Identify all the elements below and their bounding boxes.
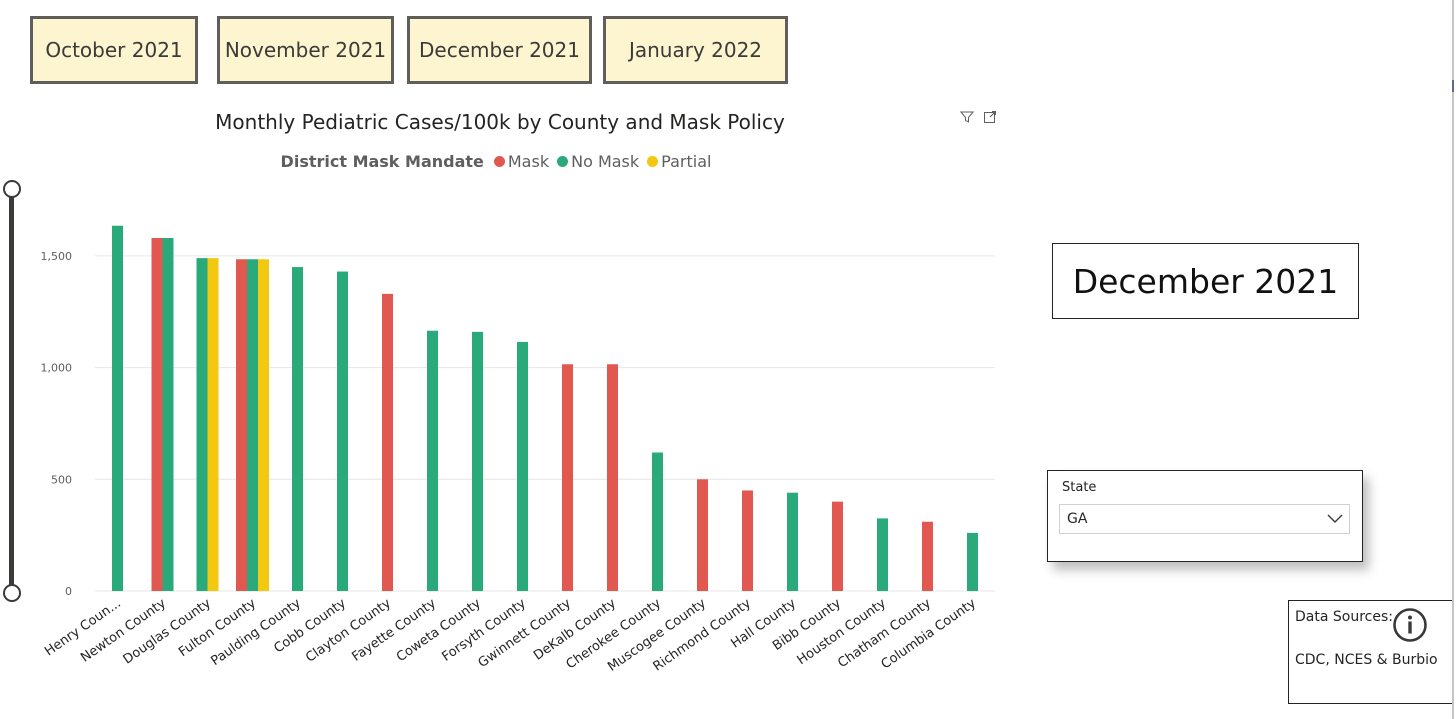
legend-label-mask: Mask xyxy=(507,152,550,171)
tab-january-2022[interactable]: January 2022 xyxy=(603,16,788,84)
selected-month-card: December 2021 xyxy=(1052,243,1359,319)
chart-title: Monthly Pediatric Cases/100k by County a… xyxy=(215,110,785,134)
sources-text: CDC, NCES & Burbio xyxy=(1295,652,1438,668)
y-tick-label: 0 xyxy=(65,585,72,598)
state-slicer: State GA xyxy=(1047,470,1363,562)
legend-dot-mask xyxy=(493,156,505,167)
legend-label-partial: Partial xyxy=(661,152,712,171)
data-sources-box: Data Sources: CDC, NCES & Burbio xyxy=(1288,600,1454,704)
y-tick-label: 1,000 xyxy=(41,362,73,375)
slider-track[interactable] xyxy=(9,190,14,590)
bar-mask[interactable] xyxy=(607,364,618,591)
bar-mask[interactable] xyxy=(697,479,708,591)
bar-no-mask[interactable] xyxy=(337,271,348,591)
bar-no-mask[interactable] xyxy=(967,532,978,591)
page-edge-marker xyxy=(1452,80,1454,92)
bar-mask[interactable] xyxy=(151,238,163,591)
bar-no-mask[interactable] xyxy=(112,225,123,591)
tab-november-2021[interactable]: November 2021 xyxy=(217,16,394,84)
info-icon[interactable] xyxy=(1392,607,1428,643)
state-dropdown[interactable]: GA xyxy=(1059,504,1350,534)
bar-no-mask[interactable] xyxy=(517,341,528,591)
y-tick-label: 500 xyxy=(51,473,72,486)
legend-label-no-mask: No Mask xyxy=(571,152,640,171)
page-edge xyxy=(1452,0,1454,719)
bar-no-mask[interactable] xyxy=(247,259,258,591)
tab-october-2021[interactable]: October 2021 xyxy=(30,16,198,84)
legend-dot-partial xyxy=(647,156,659,167)
state-value: GA xyxy=(1067,511,1088,527)
sources-label: Data Sources: xyxy=(1295,609,1393,625)
legend-item-partial[interactable]: Partial xyxy=(647,152,711,171)
slicer-label: State xyxy=(1062,480,1097,495)
focus-mode-icon[interactable] xyxy=(983,110,997,124)
bar-mask[interactable] xyxy=(562,364,573,591)
bar-no-mask[interactable] xyxy=(472,331,483,591)
slider-handle-bottom[interactable] xyxy=(3,584,21,602)
tab-december-2021[interactable]: December 2021 xyxy=(407,16,592,84)
bar-no-mask[interactable] xyxy=(427,330,438,591)
legend-dot-no-mask xyxy=(557,156,569,167)
bar-partial[interactable] xyxy=(258,259,269,591)
bar-no-mask[interactable] xyxy=(162,238,174,591)
bar-mask[interactable] xyxy=(742,490,753,591)
bar-no-mask[interactable] xyxy=(877,518,888,591)
legend-item-no-mask[interactable]: No Mask xyxy=(557,152,639,171)
filter-icon[interactable] xyxy=(960,110,974,124)
bar-no-mask[interactable] xyxy=(787,492,798,591)
legend-item-mask[interactable]: Mask xyxy=(493,152,550,171)
chart-legend: District Mask Mandate Mask No Mask Parti… xyxy=(0,152,1000,171)
bar-no-mask[interactable] xyxy=(652,452,663,591)
chevron-down-icon xyxy=(1327,514,1343,523)
bar-mask[interactable] xyxy=(236,259,247,591)
bar-mask[interactable] xyxy=(922,521,933,591)
bar-mask[interactable] xyxy=(832,501,843,591)
y-tick-label: 1,500 xyxy=(41,250,73,263)
bar-mask[interactable] xyxy=(382,293,393,591)
slider-handle-top[interactable] xyxy=(3,180,21,198)
bar-no-mask[interactable] xyxy=(292,267,303,591)
bar-partial[interactable] xyxy=(207,258,219,591)
bar-no-mask[interactable] xyxy=(196,258,208,591)
legend-title: District Mask Mandate xyxy=(280,152,484,171)
